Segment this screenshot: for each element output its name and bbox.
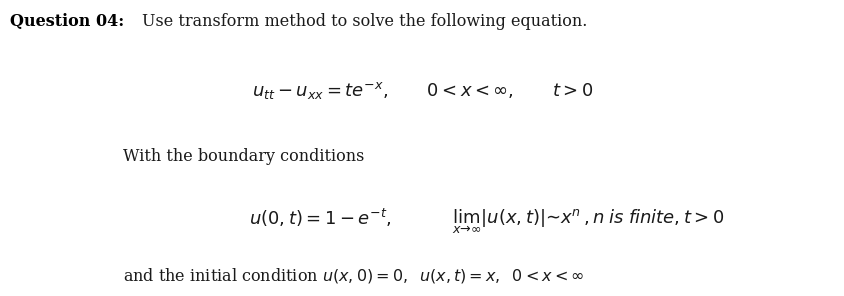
Text: $u(0, t) = 1 - e^{-t},$: $u(0, t) = 1 - e^{-t},$ bbox=[249, 207, 392, 229]
Text: $u_{tt} - u_{xx} = te^{-x},$$\qquad 0 < x < \infty,$$\qquad t > 0$: $u_{tt} - u_{xx} = te^{-x},$$\qquad 0 < … bbox=[252, 80, 592, 101]
Text: Use transform method to solve the following equation.: Use transform method to solve the follow… bbox=[142, 13, 587, 30]
Text: and the initial condition $u(x, 0) = 0, \;\; u(x, t) = x, \;\; 0 < x < \infty$: and the initial condition $u(x, 0) = 0, … bbox=[122, 266, 583, 285]
Text: Question 04:: Question 04: bbox=[10, 13, 124, 30]
Text: $\lim_{x \to \infty}|u(x, t)| \sim x^n, n \; \mathit{is} \; \mathit{finite}, t >: $\lim_{x \to \infty}|u(x, t)| \sim x^n, … bbox=[452, 207, 723, 236]
Text: With the boundary conditions: With the boundary conditions bbox=[122, 148, 364, 165]
